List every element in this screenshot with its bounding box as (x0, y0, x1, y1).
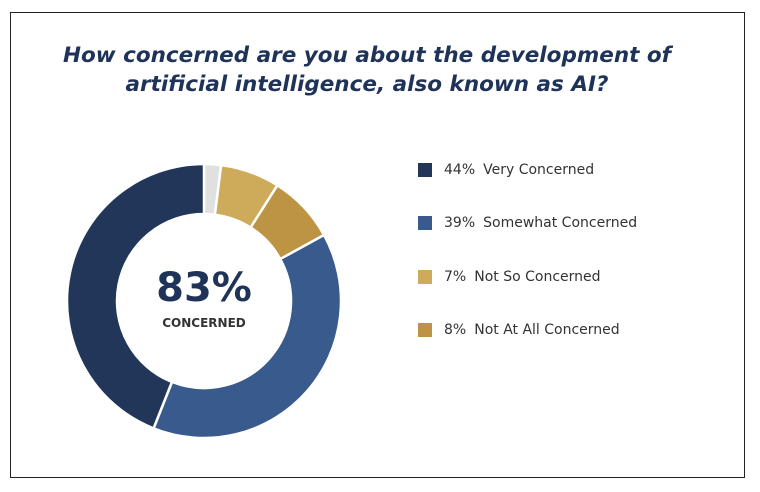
donut-slice-very-concerned (65, 162, 206, 431)
legend-swatch (418, 322, 432, 337)
legend-label: Not At All Concerned (474, 321, 620, 338)
donut-chart: 83% CONCERNED (65, 162, 343, 440)
donut-slice-somewhat-concerned (151, 233, 343, 440)
legend-label: Somewhat Concerned (483, 215, 638, 232)
center-label: CONCERNED (162, 316, 246, 330)
legend-swatch (418, 163, 432, 177)
legend-percent: 8% (444, 321, 467, 338)
chart-title: How concerned are you about the developm… (11, 41, 723, 99)
legend-item-not-so-concerned: 7% Not So Concerned (418, 267, 637, 320)
center-value: 83% (156, 265, 252, 311)
donut-slices (65, 162, 343, 440)
legend-label: Not So Concerned (474, 268, 601, 285)
chart-title-line-1: How concerned are you about the developm… (62, 43, 672, 68)
legend-percent: 7% (444, 268, 467, 285)
legend-label: Very Concerned (483, 162, 595, 178)
legend-item-somewhat-concerned: 39% Somewhat Concerned (418, 213, 637, 266)
legend-swatch (418, 216, 432, 231)
legend-item-not-at-all-concerned: 8% Not At All Concerned (418, 320, 637, 373)
chart-legend: 44% Very Concerned 39% Somewhat Concerne… (418, 160, 637, 373)
legend-percent: 39% (444, 215, 476, 232)
legend-swatch (418, 269, 432, 284)
legend-item-very-concerned: 44% Very Concerned (418, 160, 637, 213)
legend-percent: 44% (444, 162, 476, 178)
chart-title-line-2: artificial intelligence, also known as A… (125, 72, 609, 97)
